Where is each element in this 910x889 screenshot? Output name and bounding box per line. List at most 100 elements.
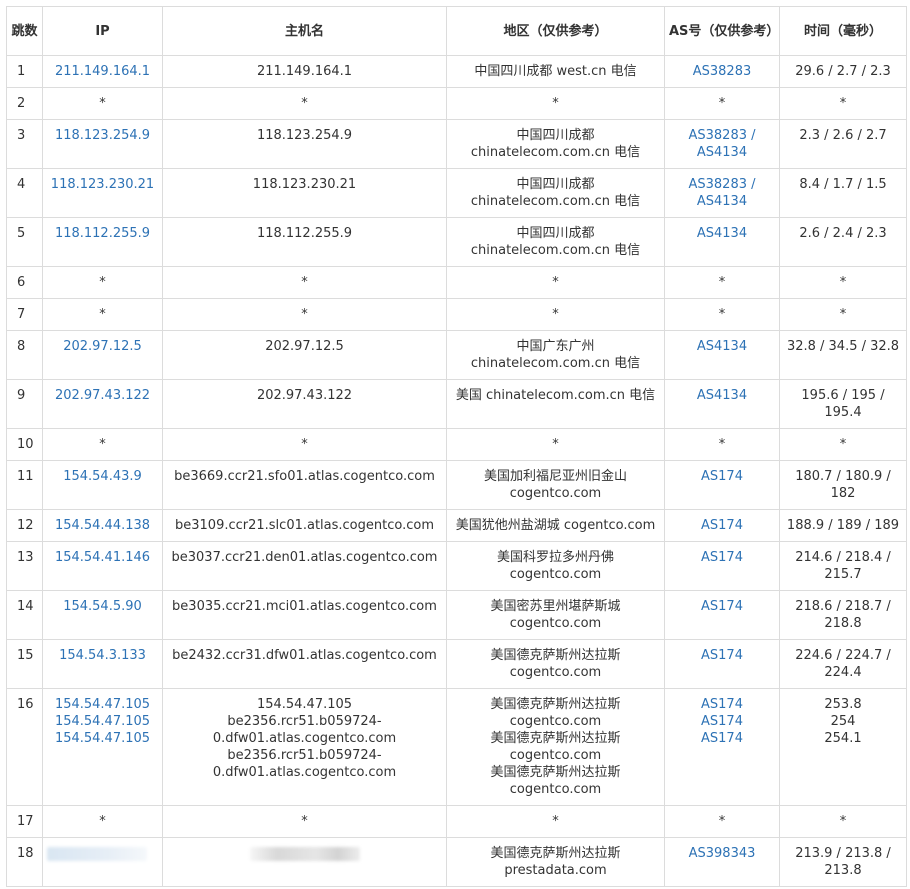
asn-cell: AS174	[664, 639, 780, 689]
time-cell: *	[779, 266, 907, 299]
asn-link[interactable]: AS174	[701, 731, 743, 746]
hop-cell: 9	[6, 379, 43, 429]
hop-cell: 14	[6, 590, 43, 640]
region-text: 中国四川成都 west.cn 电信	[474, 64, 637, 79]
ip-link[interactable]: 118.112.255.9	[54, 226, 151, 241]
region-cell: 美国犹他州盐湖城 cogentco.com	[446, 509, 665, 542]
asn-cell: AS398343	[664, 837, 780, 887]
asn-link[interactable]: AS38283 /	[688, 177, 756, 192]
ip-link[interactable]: 154.54.44.138	[54, 518, 151, 533]
ip-cell: 202.97.12.5	[42, 330, 163, 380]
ip-link[interactable]: 118.123.230.21	[50, 177, 155, 192]
ip-link[interactable]: 118.123.254.9	[54, 128, 151, 143]
hop-cell: 13	[6, 541, 43, 591]
hop-cell: 17	[6, 805, 43, 838]
asn-cell: AS174	[664, 541, 780, 591]
asn-link[interactable]: AS4134	[696, 226, 748, 241]
asn-link[interactable]: AS174	[701, 550, 743, 565]
hop-cell: 4	[6, 168, 43, 218]
time-cell: 195.6 / 195 / 195.4	[779, 379, 907, 429]
ip-link[interactable]: 154.54.5.90	[63, 599, 142, 614]
asn-link[interactable]: AS174	[701, 648, 743, 663]
ip-link[interactable]: 154.54.43.9	[63, 469, 142, 484]
region-text: *	[552, 96, 559, 111]
hostname-cell: be3037.ccr21.den01.atlas.cogentco.com	[162, 541, 447, 591]
region-text: *	[552, 275, 559, 290]
time-text: 253.8	[824, 697, 862, 712]
ip-link[interactable]: 202.97.12.5	[63, 339, 142, 354]
asn-link[interactable]: AS174	[701, 518, 743, 533]
time-cell: 214.6 / 218.4 / 215.7	[779, 541, 907, 591]
ip-cell	[42, 837, 163, 887]
time-text: 213.9 / 213.8 /	[795, 846, 891, 861]
region-cell: 中国四川成都 chinatelecom.com.cn 电信	[446, 217, 665, 267]
hostname-text: 118.123.230.21	[252, 177, 357, 192]
region-text: 中国广东广州	[516, 339, 595, 354]
hostname-text: *	[301, 275, 308, 290]
time-text: 254.1	[824, 731, 862, 746]
region-text: chinatelecom.com.cn 电信	[470, 356, 641, 371]
ip-cell: *	[42, 87, 163, 120]
asn-link[interactable]: AS174	[701, 599, 743, 614]
hop-cell: 5	[6, 217, 43, 267]
time-text: 29.6 / 2.7 / 2.3	[795, 64, 891, 79]
hostname-cell: 202.97.43.122	[162, 379, 447, 429]
region-text: cogentco.com	[509, 782, 602, 797]
ip-cell: 154.54.47.105 154.54.47.105 154.54.47.105	[42, 688, 163, 806]
asn-link[interactable]: AS4134	[696, 339, 748, 354]
region-text: 美国德克萨斯州达拉斯	[490, 765, 621, 780]
time-text: 254	[830, 714, 856, 729]
ip-link: *	[99, 307, 106, 322]
ip-link[interactable]: 202.97.43.122	[54, 388, 151, 403]
traceroute-table: 跳数 IP 主机名 地区（仅供参考） AS号（仅供参考） 时间（毫秒） 1 2 11…	[6, 6, 907, 887]
hostname-cell: 202.97.12.5	[162, 330, 447, 380]
region-text: chinatelecom.com.cn 电信	[470, 194, 641, 209]
hop-cell: 3	[6, 119, 43, 169]
region-text: 美国德克萨斯州达拉斯	[490, 846, 621, 861]
hop-cell: 12	[6, 509, 43, 542]
ip-link[interactable]: 154.54.3.133	[59, 648, 146, 663]
ip-link[interactable]: 154.54.47.105	[54, 697, 151, 712]
table-row: 3 118.123.254.9 118.123.254.9 中国四川成都 chinate…	[6, 119, 907, 169]
time-cell: 218.6 / 218.7 / 218.8	[779, 590, 907, 640]
region-cell: 美国密苏里州堪萨斯城 cogentco.com	[446, 590, 665, 640]
asn-link[interactable]: AS38283	[692, 64, 752, 79]
region-cell: 中国四川成都 west.cn 电信	[446, 55, 665, 88]
table-row: 4 118.123.230.21 118.123.230.21 中国四川成都 china…	[6, 168, 907, 218]
region-text: cogentco.com	[509, 714, 602, 729]
asn-link[interactable]: AS38283 /	[688, 128, 756, 143]
region-text: 中国四川成都	[516, 226, 595, 241]
asn-link[interactable]: AS398343	[688, 846, 756, 861]
ip-link[interactable]: 211.149.164.1	[54, 64, 151, 79]
asn-link[interactable]: AS174	[701, 714, 743, 729]
asn-link[interactable]: AS4134	[696, 145, 748, 160]
region-text: 美国密苏里州堪萨斯城	[490, 599, 621, 614]
time-text: *	[839, 307, 847, 322]
hostname-text: 118.112.255.9	[256, 226, 353, 241]
ip-link[interactable]: 154.54.47.105	[54, 714, 151, 729]
asn-link[interactable]: AS174	[701, 697, 743, 712]
table-header-row: 跳数 IP 主机名 地区（仅供参考） AS号（仅供参考） 时间（毫秒）	[6, 6, 907, 56]
time-text: 195.4	[824, 405, 862, 420]
time-cell: 253.8 254 254.1	[779, 688, 907, 806]
region-text: chinatelecom.com.cn 电信	[470, 145, 641, 160]
hostname-text: be3109.ccr21.slc01.atlas.cogentco.com	[175, 518, 434, 533]
table-row: 18 美国德克萨斯州达拉斯 prestadata.com AS398343 213.9 …	[6, 837, 907, 887]
time-text: *	[839, 814, 847, 829]
ip-cell: 118.123.230.21	[42, 168, 163, 218]
ip-link[interactable]: 154.54.47.105	[54, 731, 151, 746]
table-row: 7 * * * * *	[6, 298, 907, 331]
ip-cell: 154.54.41.146	[42, 541, 163, 591]
hostname-text: *	[301, 814, 308, 829]
asn-link[interactable]: AS4134	[696, 194, 748, 209]
time-cell: 29.6 / 2.7 / 2.3	[779, 55, 907, 88]
hop-cell: 16	[6, 688, 43, 806]
time-text: 224.4	[824, 665, 862, 680]
asn-link[interactable]: AS4134	[696, 388, 748, 403]
ip-cell: 154.54.5.90	[42, 590, 163, 640]
asn-link: *	[718, 96, 726, 111]
asn-link[interactable]: AS174	[701, 469, 743, 484]
hostname-cell: be3669.ccr21.sfo01.atlas.cogentco.com	[162, 460, 447, 510]
region-cell: 美国加利福尼亚州旧金山 cogentco.com	[446, 460, 665, 510]
ip-link[interactable]: 154.54.41.146	[54, 550, 151, 565]
